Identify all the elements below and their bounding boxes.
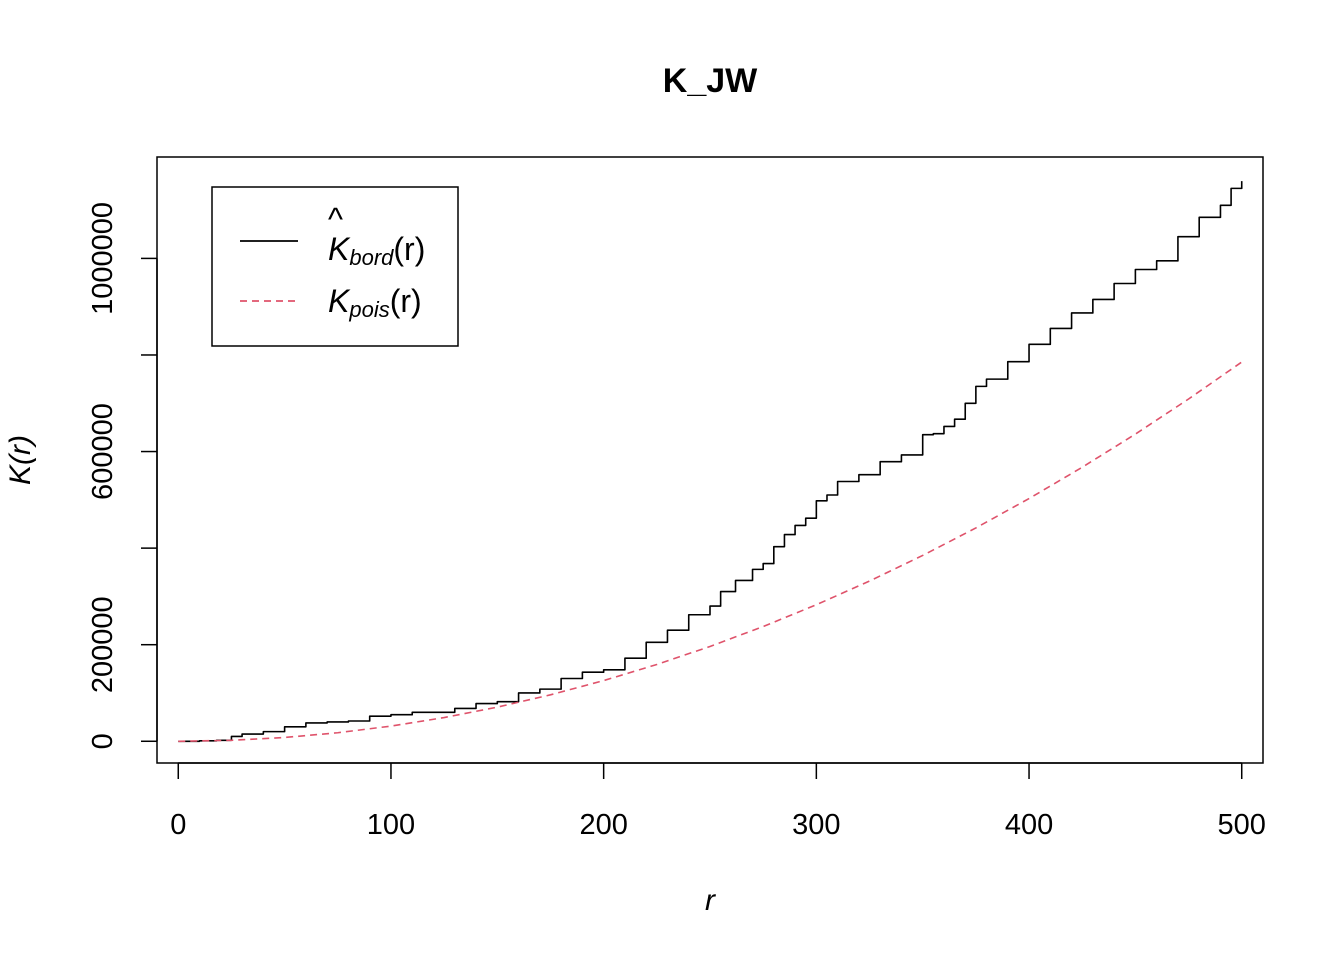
y-tick-label: 600000 (87, 403, 119, 500)
series-kbord-line (178, 181, 1243, 743)
chart-title: K_JW (663, 62, 758, 100)
y-axis-title: K(r) (4, 435, 37, 485)
x-tick-label: 400 (1005, 809, 1053, 841)
y-tick-label: 1000000 (87, 202, 119, 315)
legend-kbord-sub: bord (349, 245, 394, 270)
x-tick-label: 100 (367, 809, 415, 841)
legend-kpois-main: K (328, 283, 351, 319)
legend-box (211, 186, 459, 347)
x-tick-label: 300 (792, 809, 840, 841)
legend-kbord-arg: (r) (393, 231, 425, 267)
series-layer (178, 181, 1243, 743)
legend-entry-kbord: Kbord(r) (328, 231, 425, 270)
y-tick-label: 0 (87, 733, 119, 749)
x-tick-label: 0 (170, 809, 186, 841)
x-tick-label: 500 (1218, 809, 1266, 841)
series-kpois-line (178, 361, 1243, 743)
x-axis: 0 100 200 300 400 500 (170, 762, 1266, 841)
legend-entry-kpois: Kpois(r) (328, 283, 422, 322)
legend-kbord-main: K (328, 231, 351, 267)
x-axis-title: r (705, 884, 716, 917)
y-tick-label: 200000 (87, 596, 119, 693)
legend-kpois-arg: (r) (390, 283, 422, 319)
y-axis: 0 200000 600000 1000000 (87, 202, 158, 749)
legend-kpois-sub: pois (348, 297, 389, 322)
legend: ^ Kbord(r) Kpois(r) (211, 186, 459, 347)
x-tick-label: 200 (579, 809, 627, 841)
legend-hat: ^ (327, 201, 343, 237)
